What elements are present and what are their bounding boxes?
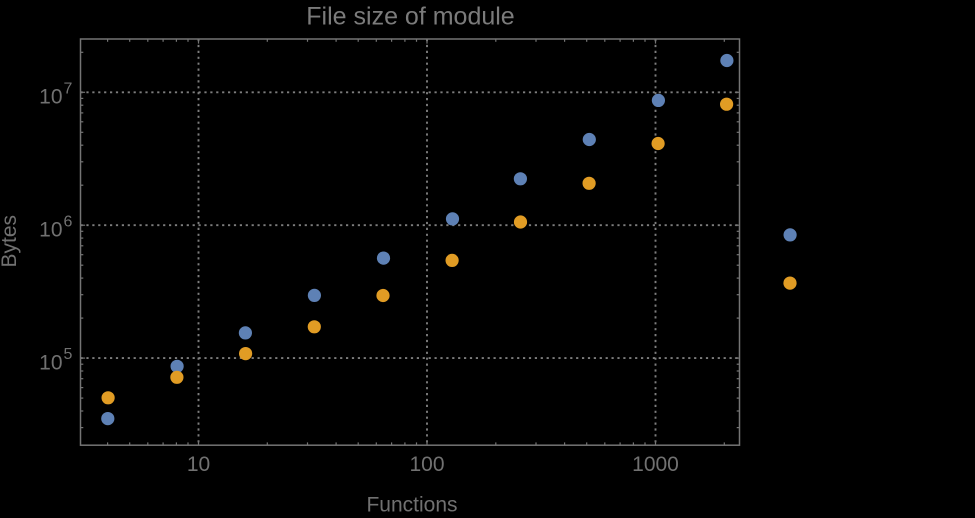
svg-text:File size of module: File size of module bbox=[306, 3, 514, 31]
svg-text:1000: 1000 bbox=[632, 453, 679, 476]
svg-text:Functions: Functions bbox=[366, 494, 457, 514]
svg-text:10: 10 bbox=[39, 86, 62, 109]
svg-text:5: 5 bbox=[64, 346, 73, 363]
svg-text:10: 10 bbox=[39, 352, 62, 375]
svg-text:Bytes: Bytes bbox=[0, 215, 21, 268]
svg-text:6: 6 bbox=[64, 213, 73, 230]
svg-text:10: 10 bbox=[187, 453, 210, 476]
svg-text:100: 100 bbox=[409, 453, 444, 476]
svg-text:7: 7 bbox=[64, 80, 73, 97]
svg-text:10: 10 bbox=[39, 219, 62, 242]
